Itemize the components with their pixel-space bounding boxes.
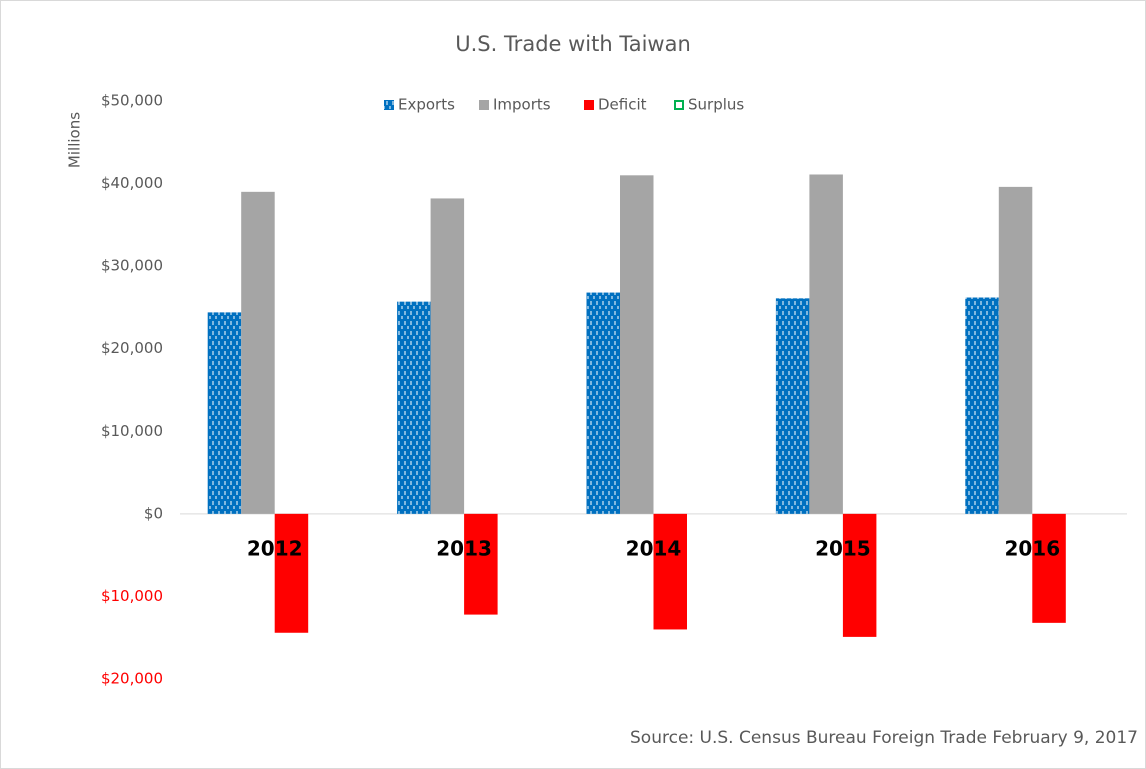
y-tick-label: $0 [144, 504, 163, 522]
chart-title: U.S. Trade with Taiwan [455, 32, 691, 56]
bar [653, 513, 687, 630]
legend-label: Imports [493, 96, 551, 114]
y-tick-label: $10,000 [101, 422, 163, 440]
bar [1032, 513, 1066, 623]
bar [464, 513, 498, 615]
bar [775, 298, 810, 514]
y-tick-label: $10,000 [101, 587, 163, 605]
x-tick-label: 2015 [815, 536, 871, 560]
bar [965, 297, 999, 514]
y-axis-label: Millions [66, 112, 84, 168]
x-tick-label: 2013 [436, 536, 492, 560]
y-tick-label: $20,000 [101, 339, 163, 357]
bar [620, 175, 654, 514]
legend-marker [384, 100, 394, 110]
source-note: Source: U.S. Census Bureau Foreign Trade… [630, 728, 1138, 748]
legend-marker [674, 100, 684, 110]
bar [430, 198, 465, 514]
x-tick-label: 2014 [626, 536, 682, 560]
legend-label: Surplus [688, 96, 744, 114]
bar [809, 174, 843, 514]
bar [207, 312, 242, 514]
bar [998, 186, 1033, 514]
legend-marker [584, 100, 594, 110]
y-tick-label: $20,000 [101, 670, 163, 688]
y-tick-label: $40,000 [101, 174, 163, 192]
bar [842, 513, 877, 637]
legend-label: Exports [398, 96, 455, 114]
bar [397, 301, 431, 514]
x-tick-label: 2016 [1004, 536, 1060, 560]
bar [274, 513, 309, 633]
bar [586, 292, 620, 514]
bar [241, 191, 275, 514]
y-tick-label: $50,000 [101, 92, 163, 110]
x-tick-label: 2012 [247, 536, 303, 560]
y-tick-label: $30,000 [101, 257, 163, 275]
legend-label: Deficit [598, 96, 647, 114]
legend-marker [479, 100, 489, 110]
